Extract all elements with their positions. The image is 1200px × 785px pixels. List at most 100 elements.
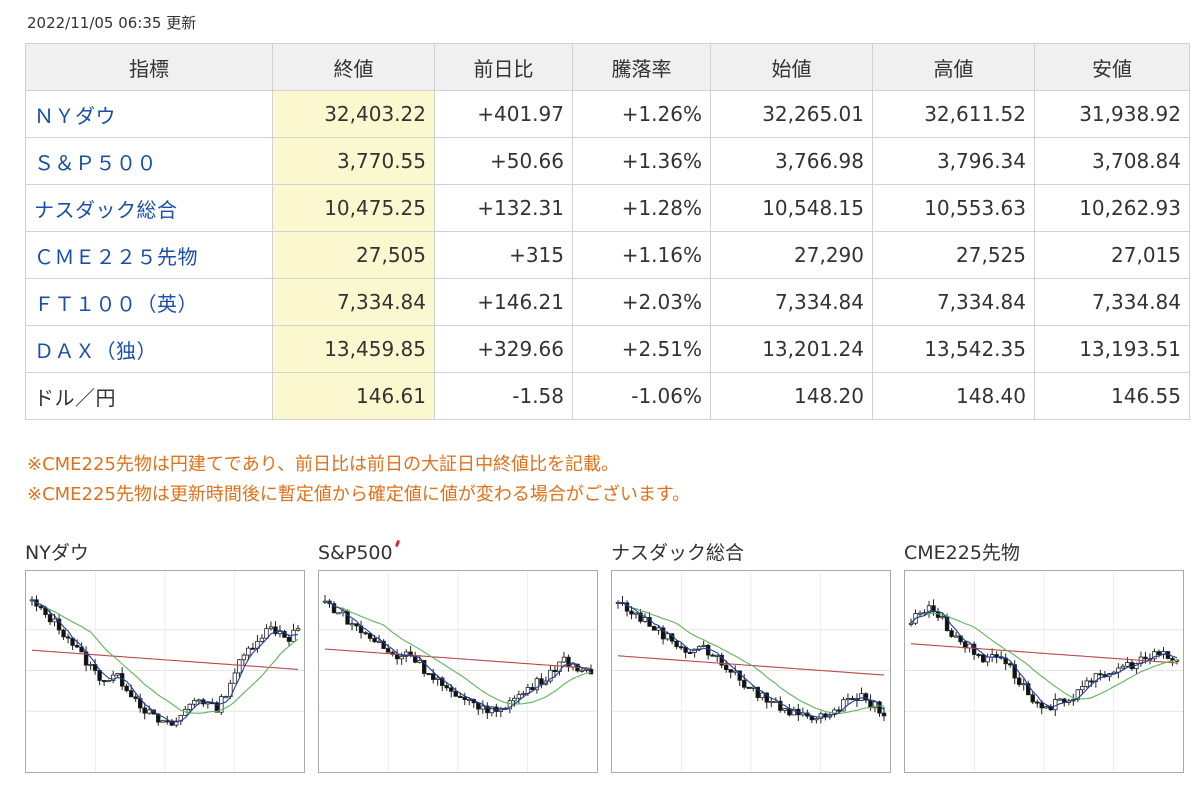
candle-body bbox=[1030, 694, 1035, 703]
candle-body bbox=[967, 643, 972, 649]
candle-body bbox=[417, 659, 422, 663]
cell-indicator[interactable]: ナスダック総合 bbox=[25, 184, 273, 232]
chart-frame[interactable] bbox=[25, 570, 305, 773]
candle-body bbox=[760, 692, 765, 698]
candle-body bbox=[61, 629, 66, 638]
candle-body bbox=[435, 677, 440, 680]
header-rate: 騰落率 bbox=[572, 43, 711, 91]
cell-close: 3,770.55 bbox=[272, 137, 435, 185]
cell-indicator[interactable]: ＦＴ１００（英） bbox=[25, 278, 273, 326]
ma-long-line bbox=[31, 649, 299, 670]
candle-body bbox=[931, 605, 936, 613]
header-indicator: 指標 bbox=[25, 43, 273, 91]
candle-body bbox=[124, 685, 129, 692]
note-line: ※CME225先物は更新時間後に暫定値から確定値に値が変わる場合がございます。 bbox=[27, 484, 691, 505]
candle-body bbox=[742, 679, 747, 688]
candle-body bbox=[1026, 683, 1031, 696]
candle-body bbox=[705, 644, 711, 656]
candle-body bbox=[250, 647, 256, 650]
chart-nydow[interactable]: NYダウ bbox=[25, 538, 305, 773]
candle-body bbox=[1080, 686, 1085, 691]
cell-high: 3,796.34 bbox=[872, 137, 1035, 185]
ma-short-line bbox=[31, 599, 299, 723]
candle-body bbox=[696, 646, 702, 650]
cell-indicator[interactable]: ＣＭＥ２２５先物 bbox=[25, 231, 273, 279]
candle-body bbox=[940, 616, 945, 619]
cell-low: 3,708.84 bbox=[1034, 137, 1190, 185]
cell-close: 7,334.84 bbox=[272, 278, 435, 326]
chart-nasdaq[interactable]: ナスダック総合 bbox=[611, 538, 891, 773]
candle-body bbox=[881, 712, 887, 717]
candle-body bbox=[1093, 673, 1099, 683]
candle-body bbox=[1044, 706, 1049, 709]
candle-body bbox=[462, 696, 467, 700]
candle-body bbox=[92, 664, 98, 671]
candle-body bbox=[746, 686, 751, 689]
candle-body bbox=[660, 627, 666, 640]
cell-open: 3,766.98 bbox=[710, 137, 873, 185]
candle-body bbox=[971, 643, 977, 655]
cell-close: 27,505 bbox=[272, 231, 435, 279]
chart-frame[interactable] bbox=[904, 570, 1184, 773]
table-row: ＦＴ１００（英） 7,334.84 +146.21 +2.03% 7,334.84 7,3… bbox=[25, 278, 1190, 326]
candle-body bbox=[642, 617, 648, 622]
chart-frame[interactable] bbox=[611, 570, 891, 773]
candle-body bbox=[385, 648, 391, 653]
ma-short-line bbox=[324, 600, 592, 711]
candle-body bbox=[1012, 664, 1017, 679]
candle-body bbox=[440, 677, 445, 686]
candle-body bbox=[232, 672, 238, 684]
candle-body bbox=[1007, 663, 1013, 666]
table-row: Ｓ＆Ｐ５００ 3,770.55 +50.66 +1.36% 3,766.98 3,796.… bbox=[25, 137, 1190, 185]
mini-chart-svg bbox=[612, 571, 890, 772]
table-row: ＮＹダウ 32,403.22 +401.97 +1.26% 32,265.01 32,61… bbox=[25, 90, 1190, 138]
candle-body bbox=[665, 633, 670, 640]
chart-cme225[interactable]: CME225先物 bbox=[904, 538, 1184, 773]
candle-body bbox=[277, 630, 283, 635]
candle-body bbox=[926, 605, 932, 613]
mini-chart-svg bbox=[905, 571, 1183, 772]
candle-body bbox=[917, 612, 923, 615]
candle-body bbox=[156, 713, 161, 723]
candle-body bbox=[74, 644, 80, 648]
cell-indicator[interactable]: Ｓ＆Ｐ５００ bbox=[25, 137, 273, 185]
candle-body bbox=[566, 656, 571, 668]
candle-body bbox=[214, 702, 220, 713]
candle-body bbox=[264, 628, 269, 639]
candle-body bbox=[349, 623, 355, 626]
cell-high: 148.40 bbox=[872, 372, 1035, 420]
chart-frame[interactable] bbox=[318, 570, 598, 773]
candle-body bbox=[845, 698, 851, 701]
candle-body bbox=[714, 654, 720, 657]
note-line: ※CME225先物は円建てであり、前日比は前日の大証日中終値比を記載。 bbox=[27, 454, 620, 475]
candle-body bbox=[624, 602, 630, 612]
candle-body bbox=[579, 669, 585, 672]
cell-rate: +1.36% bbox=[572, 137, 711, 185]
cell-change: +146.21 bbox=[434, 278, 573, 326]
candle-body bbox=[485, 705, 490, 714]
candle-body bbox=[1021, 683, 1026, 686]
candle-body bbox=[994, 654, 999, 658]
candle-body bbox=[480, 705, 485, 710]
ma-long-line bbox=[910, 643, 1178, 664]
candle-body bbox=[1156, 651, 1162, 655]
candle-body bbox=[52, 618, 57, 623]
candle-body bbox=[453, 690, 458, 697]
candle-body bbox=[949, 630, 954, 637]
cell-high: 32,611.52 bbox=[872, 90, 1035, 138]
cell-close: 10,475.25 bbox=[272, 184, 435, 232]
cell-indicator[interactable]: ＮＹダウ bbox=[25, 90, 273, 138]
cell-rate: +1.26% bbox=[572, 90, 711, 138]
candle-body bbox=[205, 702, 211, 705]
cell-low: 7,334.84 bbox=[1034, 278, 1190, 326]
candle-body bbox=[399, 655, 404, 660]
candle-body bbox=[588, 668, 594, 675]
cell-indicator[interactable]: ＤＡＸ（独） bbox=[25, 325, 273, 373]
candle-body bbox=[863, 693, 869, 701]
candle-body bbox=[169, 720, 174, 726]
cell-rate: +2.51% bbox=[572, 325, 711, 373]
header-change: 前日比 bbox=[434, 43, 573, 91]
chart-sp500[interactable]: S&P500 bbox=[318, 538, 598, 773]
candle-body bbox=[814, 717, 819, 721]
candle-body bbox=[791, 708, 797, 716]
